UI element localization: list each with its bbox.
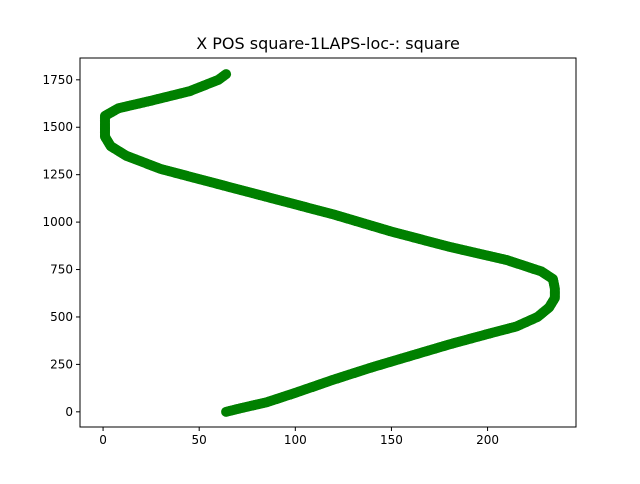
y-tick-label: 1500 [42,120,73,134]
y-axis: 0 250 500 750 1000 1250 1500 1750 [42,73,80,419]
y-tick-label: 750 [50,263,73,277]
x-axis: 0 50 100 150 200 [99,427,499,447]
data-points [99,69,560,417]
x-tick-label: 100 [284,433,307,447]
x-tick-label: 0 [99,433,107,447]
x-tick-label: 50 [192,433,207,447]
plot-frame [79,57,577,428]
data-point [221,69,232,80]
y-tick-label: 500 [50,310,73,324]
y-tick-label: 1250 [42,168,73,182]
y-tick-label: 1000 [42,215,73,229]
y-tick-label: 250 [50,357,73,371]
y-tick-label: 0 [65,405,73,419]
chart-title: X POS square-1LAPS-loc-: square [196,34,460,53]
x-tick-label: 200 [476,433,499,447]
x-tick-label: 150 [380,433,403,447]
y-tick-label: 1750 [42,73,73,87]
